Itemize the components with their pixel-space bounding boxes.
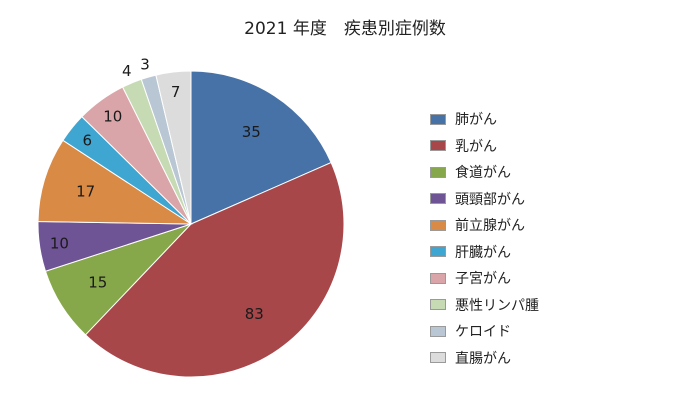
legend-swatch-4 [430,193,446,205]
legend-label-9: ケロイド [455,324,511,341]
legend-label-7: 子宮がん [455,271,511,288]
data-label-3: 15 [88,274,107,292]
pie-slice-1 [190,70,332,225]
data-label-9: 3 [140,56,150,74]
legend-swatch-3 [430,166,446,178]
legend-item-6: 肝臓がん [430,239,539,266]
legend-item-9: ケロイド [430,318,539,345]
data-label-4: 10 [50,235,69,253]
legend-label-1: 肺がん [455,112,497,129]
legend-label-6: 肝臓がん [455,244,511,261]
legend-label-10: 直腸がん [455,350,511,367]
legend-item-5: 前立腺がん [430,212,539,239]
legend-label-3: 食道がん [455,165,511,182]
legend-swatch-10 [430,352,446,364]
legend-item-4: 頭頸部がん [430,186,539,213]
data-label-7: 10 [103,107,122,125]
legend-label-2: 乳がん [455,138,497,155]
pie-slice-2 [84,161,345,378]
data-label-10: 7 [171,83,181,101]
legend-item-10: 直腸がん [430,345,539,372]
legend-swatch-5 [430,219,446,231]
legend-swatch-8 [430,299,446,311]
legend-swatch-9 [430,325,446,337]
legend-swatch-6 [430,246,446,258]
data-label-5: 17 [76,183,95,201]
legend-label-8: 悪性リンパ腫 [455,297,539,314]
data-label-6: 6 [83,132,93,150]
pie-slice-10 [155,70,192,225]
legend-swatch-1 [430,113,446,125]
chart-title: 2021 年度 疾患別症例数 [244,19,446,39]
legend-label-5: 前立腺がん [455,218,525,235]
legend-item-2: 乳がん [430,133,539,160]
legend-item-3: 食道がん [430,159,539,186]
data-label-1: 35 [242,123,261,141]
legend-swatch-7 [430,272,446,284]
legend-item-7: 子宮がん [430,265,539,292]
legend: 肺がん乳がん食道がん頭頸部がん前立腺がん肝臓がん子宮がん悪性リンパ腫 ケロイド直腸… [430,106,539,371]
legend-label-4: 頭頸部がん [455,191,525,208]
data-label-8: 4 [122,62,132,80]
legend-item-1: 肺がん [430,106,539,133]
data-label-2: 83 [245,305,264,323]
legend-swatch-2 [430,140,446,152]
legend-item-8: 悪性リンパ腫 [430,292,539,319]
pie-slice-5 [37,139,193,225]
